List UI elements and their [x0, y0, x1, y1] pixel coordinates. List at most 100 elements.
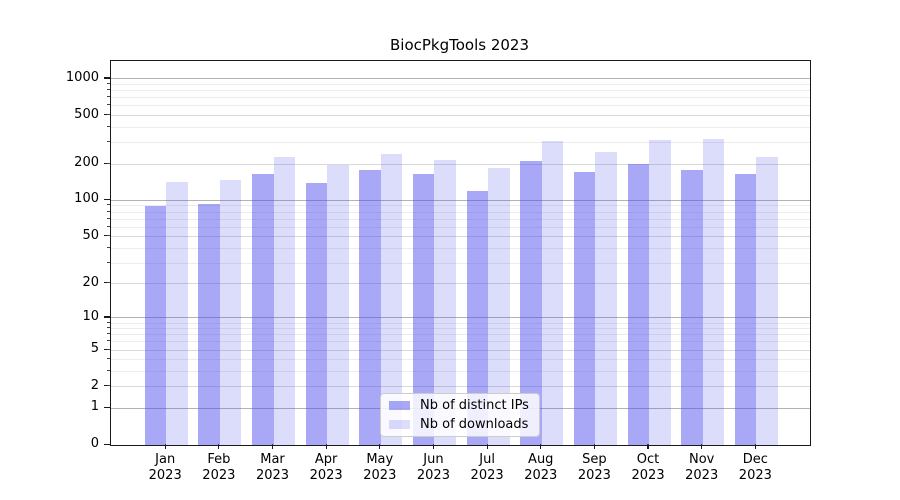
y-minor-tick-mark [107, 370, 110, 372]
gridline-minor [111, 211, 810, 213]
y-minor-tick-mark [107, 246, 110, 248]
gridline-minor [111, 371, 810, 373]
bar-downloads [273, 157, 295, 445]
gridline-minor [111, 218, 810, 220]
bar-downloads [488, 168, 510, 445]
bar-distinct-ips [359, 169, 381, 445]
y-minor-tick-mark [107, 217, 110, 219]
x-tick-mark [432, 444, 435, 449]
y-tick-label: 500 [74, 106, 99, 122]
bar-downloads [649, 140, 671, 445]
bar-distinct-ips [252, 173, 274, 445]
y-minor-tick-mark [107, 358, 110, 360]
y-minor-tick-mark [107, 348, 110, 350]
bar-downloads [219, 180, 242, 445]
gridline-major [111, 317, 810, 319]
legend-swatch-distinct-ips [389, 401, 410, 410]
y-tick-label: 200 [74, 155, 99, 170]
y-minor-tick-mark [107, 210, 110, 212]
x-tick-mark [540, 444, 542, 449]
gridline-minor [111, 322, 810, 324]
y-tick-label: 1000 [65, 69, 99, 85]
bar-distinct-ips [681, 169, 703, 445]
gridline-minor [111, 97, 810, 99]
x-tick-mark [647, 444, 649, 449]
x-tick-mark [486, 444, 488, 449]
y-minor-tick-mark [107, 125, 110, 127]
y-tick-label: 100 [74, 191, 99, 207]
bar-downloads [541, 141, 564, 445]
gridline-minor [111, 359, 810, 361]
y-minor-tick-mark [107, 321, 110, 323]
y-minor-tick-mark [107, 83, 110, 85]
x-tick-label: Aug 2023 [524, 452, 558, 483]
legend-label-downloads: Nb of downloads [420, 417, 529, 432]
y-minor-tick-mark [107, 89, 110, 91]
x-tick-mark [754, 444, 756, 449]
gridline-mid [111, 349, 810, 351]
x-tick-label: Mar 2023 [255, 452, 290, 483]
bar-downloads [166, 181, 188, 445]
y-minor-tick-mark [107, 114, 110, 116]
gridline-mid [111, 236, 810, 238]
bar-downloads [595, 151, 617, 445]
gridline-major [111, 78, 810, 80]
y-minor-tick-mark [107, 141, 110, 143]
x-tick-label: May 2023 [363, 452, 397, 483]
bar-downloads [756, 157, 778, 445]
bar-distinct-ips [520, 161, 542, 445]
legend-swatch-downloads [389, 420, 410, 429]
x-tick-label: Sep 2023 [577, 452, 611, 483]
y-tick-mark [104, 77, 110, 79]
x-tick-mark [325, 444, 327, 449]
gridline-major [111, 199, 810, 201]
y-tick-label: 1 [90, 399, 99, 415]
y-minor-tick-mark [107, 327, 110, 329]
gridline-minor [111, 334, 810, 336]
x-tick-label: Jun 2023 [416, 452, 450, 483]
y-tick-label: 50 [82, 227, 99, 243]
x-tick-mark [701, 444, 703, 449]
y-tick-label: 2 [90, 377, 99, 393]
x-tick-mark [271, 444, 274, 449]
bar-distinct-ips [627, 163, 650, 445]
legend-label-distinct-ips: Nb of distinct IPs [420, 398, 529, 413]
chart-title: BiocPkgTools 2023 [389, 36, 530, 54]
y-tick-mark [104, 198, 110, 201]
y-tick-mark [104, 406, 110, 408]
y-minor-tick-mark [107, 162, 110, 164]
bar-downloads [380, 154, 403, 445]
y-minor-tick-mark [107, 261, 110, 263]
gridline-minor [111, 262, 810, 264]
y-tick-mark [104, 443, 110, 445]
bar-distinct-ips [573, 172, 596, 445]
gridline-minor [111, 226, 810, 228]
bar-distinct-ips [305, 183, 328, 445]
bar-distinct-ips [412, 173, 435, 445]
x-tick-label: Apr 2023 [309, 452, 343, 483]
gridline-mid [111, 386, 810, 388]
y-minor-tick-mark [107, 235, 110, 237]
bar-downloads [702, 138, 725, 445]
x-tick-label: Nov 2023 [685, 452, 719, 483]
y-minor-tick-mark [107, 385, 110, 387]
y-minor-tick-mark [107, 104, 110, 106]
y-minor-tick-mark [107, 282, 110, 284]
y-tick-label: 20 [82, 274, 99, 290]
y-minor-tick-mark [107, 225, 110, 227]
gridline-mid [111, 163, 810, 165]
x-tick-mark [218, 444, 220, 449]
bar-distinct-ips [466, 190, 489, 445]
x-tick-label: Feb 2023 [202, 452, 236, 483]
bar-distinct-ips [144, 206, 167, 445]
bar-downloads [327, 164, 349, 445]
x-tick-mark [379, 444, 381, 449]
x-tick-label: Dec 2023 [738, 452, 772, 483]
gridline-minor [111, 105, 810, 107]
gridline-minor [111, 126, 810, 128]
y-minor-tick-mark [107, 204, 110, 206]
x-tick-mark [164, 444, 166, 449]
plot-area: Nb of distinct IPs Nb of downloads [110, 60, 811, 446]
y-tick-mark [104, 316, 110, 318]
